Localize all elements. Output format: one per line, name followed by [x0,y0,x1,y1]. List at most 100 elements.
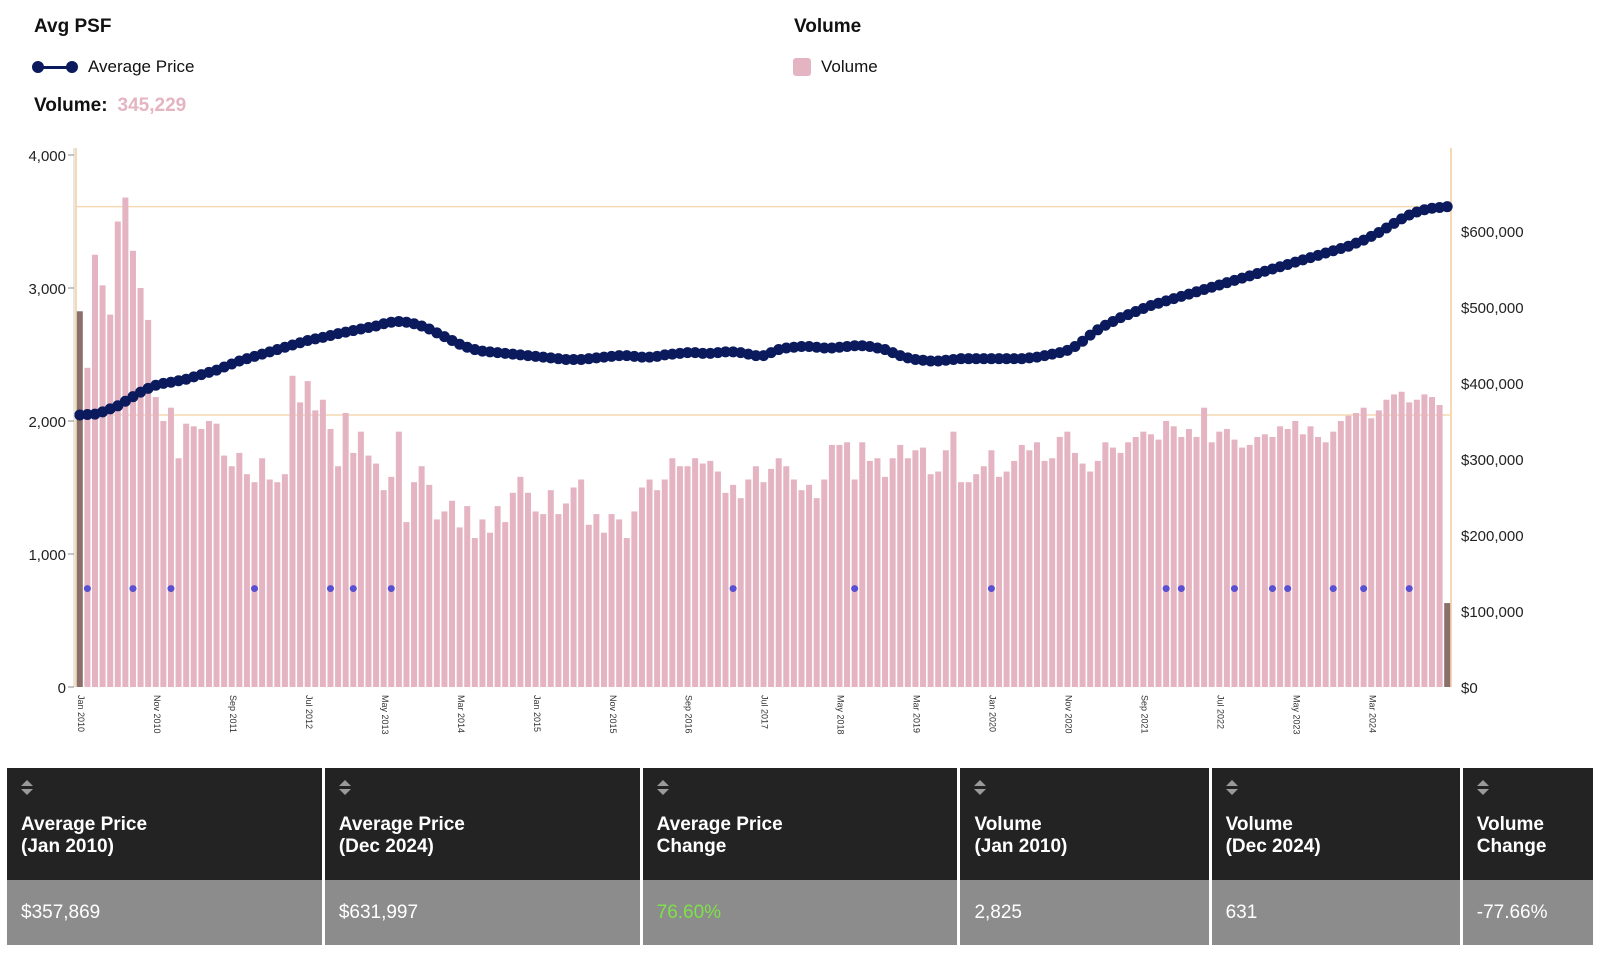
price-point [1077,335,1089,347]
right-axis-tick-label: $300,000 [1461,452,1524,469]
volume-bar [129,250,136,687]
cell-avg-price-jan: $357,869 [7,880,322,945]
price-point [963,353,975,365]
volume-bar [509,492,516,687]
volume-bar [1102,442,1109,687]
event-marker [387,585,395,593]
sort-icon[interactable] [1476,780,1489,796]
x-axis-tick-label: Nov 2015 [608,695,618,734]
volume-bar [266,479,273,687]
volume-bar [1185,428,1192,687]
x-axis-tick-label: Mar 2019 [912,695,922,733]
sort-icon[interactable] [338,780,351,796]
volume-bar [1216,431,1223,687]
volume-bar [1018,444,1025,687]
volume-bar [920,447,927,687]
volume-bar [904,458,911,687]
volume-bar [1246,444,1253,687]
x-axis-tick-label: May 2013 [380,695,390,735]
price-point [1001,353,1013,365]
legend-average-price[interactable]: Average Price [32,57,194,77]
volume-bar [1155,439,1162,687]
volume-bar [1208,442,1215,687]
volume-bar [540,514,547,687]
price-volume-chart[interactable]: 0 1,000 2,000 3,000 4,000 $0 $100,000 $200,000 $… [0,140,1600,750]
volume-bar [1322,442,1329,687]
volume-bar [145,319,152,687]
volume-bar [1071,452,1078,687]
cell-avg-price-change: 76.60% [642,880,958,945]
volume-bar [995,476,1002,687]
col-header-volume-jan[interactable]: Volume (Jan 2010) [960,768,1209,880]
volume-bar [1125,442,1132,687]
volume-bar [821,479,828,687]
volume-bar [889,458,896,687]
event-marker [251,585,259,593]
right-axis-tick-label: $400,000 [1461,376,1524,393]
event-marker [1177,585,1185,593]
volume-bar [1163,421,1170,687]
price-point [1441,201,1453,213]
volume-bar [243,474,250,687]
event-marker [851,585,859,593]
volume-bar [638,487,645,687]
volume-bar [1398,391,1405,687]
volume-bar [714,471,721,687]
col-header-avg-price-dec[interactable]: Average Price (Dec 2024) [324,768,640,880]
volume-bar [1406,402,1413,687]
volume-bar [555,514,562,687]
volume-bar [1368,418,1375,687]
sort-icon[interactable] [974,780,987,796]
volume-bar [91,254,98,687]
col-header-avg-price-jan[interactable]: Average Price (Jan 2010) [7,768,322,880]
volume-bar [228,466,235,687]
legend-volume[interactable]: Volume [793,57,878,77]
volume-bar [1429,397,1436,687]
volume-bar [517,476,524,687]
volume-bar [608,514,615,687]
price-point [985,353,997,365]
volume-bar [456,527,463,687]
volume-bar [942,450,949,687]
volume-bar [646,479,653,687]
volume-bar [1269,436,1276,687]
volume-bar [107,314,114,687]
volume-bar [585,524,592,687]
volume-bar [1231,439,1238,687]
volume-bar [790,479,797,687]
volume-bar [304,381,311,687]
volume-bar [1003,471,1010,687]
price-point [978,353,990,365]
cell-volume-dec: 631 [1211,880,1460,945]
volume-bar [874,458,881,687]
col-header-volume-dec[interactable]: Volume (Dec 2024) [1211,768,1460,880]
x-axis-tick-label: Nov 2010 [152,695,162,734]
volume-bar [1261,434,1268,687]
sort-icon[interactable] [21,780,33,796]
volume-bar [175,458,182,687]
volume-bar [593,514,600,687]
summary-table-header-row: Average Price (Jan 2010) Average Price (… [7,768,1593,880]
col-header-volume-change[interactable]: Volume Change [1462,768,1593,880]
volume-bar [1444,603,1451,687]
volume-bar [471,538,478,687]
volume-bar [1337,421,1344,687]
col-header-avg-price-change[interactable]: Average Price Change [642,768,958,880]
volume-bar [912,450,919,687]
legend-volume-label: Volume [821,57,878,76]
event-marker [1360,585,1368,593]
volume-bar [562,503,569,687]
volume-bar [760,482,767,687]
volume-bar [958,482,965,687]
sort-icon[interactable] [656,780,669,796]
volume-bar [160,421,167,687]
x-axis-tick-label: Jan 2010 [76,695,86,732]
volume-bar [1079,463,1086,687]
x-axis-tick-label: May 2023 [1291,695,1301,735]
volume-bar [464,506,471,687]
volume-bar [502,522,509,687]
volume-bar [1284,428,1291,687]
volume-bar [76,311,83,687]
sort-icon[interactable] [1225,780,1238,796]
volume-bar [882,476,889,687]
